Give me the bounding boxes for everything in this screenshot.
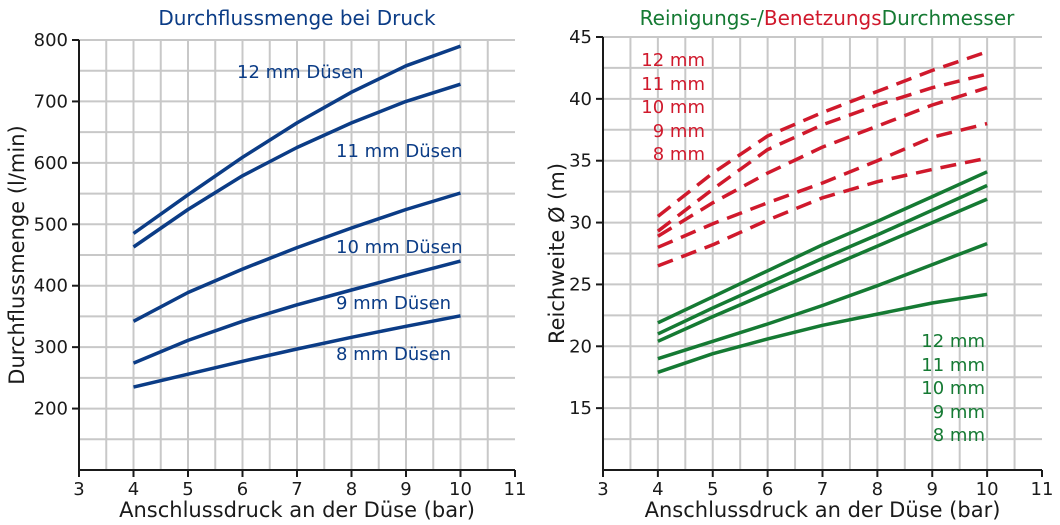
y-tick-label: 15: [569, 398, 592, 419]
curve-label: 9 mm: [933, 402, 985, 423]
curve-label: 12 mm: [921, 331, 985, 352]
series-line-reinigungs-12-mm: [657, 170, 988, 325]
chart-1: 3 4 5 6 7 8 9 10 11 200 300 400 500 600 700 800 Anschlus…: [5, 6, 526, 522]
chart-title-part: Reinigungs-/: [640, 6, 764, 30]
curve-label: 11 mm Düsen: [336, 141, 463, 162]
curve-label: 8 mm Düsen: [336, 344, 451, 365]
x-tick-label: 11: [504, 479, 527, 500]
x-tick-label: 4: [128, 479, 139, 500]
series-line-8-mm-düsen: [133, 314, 461, 389]
y-tick-label: 25: [569, 274, 592, 295]
chart-title: Reinigungs-/BenetzungsDurchmesser: [640, 6, 1015, 30]
x-tick-label: 9: [927, 479, 938, 500]
x-axis-label: Anschlussdruck an der Düse (bar): [645, 498, 1001, 522]
grid: [79, 39, 515, 470]
x-tick-label: 7: [291, 479, 302, 500]
x-tick-label: 3: [73, 479, 84, 500]
x-tick-label: 10: [449, 479, 472, 500]
y-tick-label: 35: [569, 151, 592, 172]
curve-label: 8 mm: [653, 144, 705, 165]
chart-2: 3 4 5 6 7 8 9 10 1115202530354045Anschlussdruck …: [545, 6, 1053, 522]
x-tick-label: 7: [817, 479, 828, 500]
curve-label: 11 mm: [921, 355, 985, 376]
series-line-benetzungs-10-mm: [656, 86, 988, 238]
series-line-benetzungs-12-mm: [656, 50, 988, 218]
x-tick-label: 6: [762, 479, 773, 500]
y-tick-label: 700: [34, 91, 68, 112]
curve-label: 10 mm: [921, 378, 985, 399]
curve-label: 12 mm Düsen: [237, 62, 364, 83]
x-tick-label: 8: [872, 479, 883, 500]
curve-label: 12 mm: [641, 50, 705, 71]
y-axis-label: Durchflussmenge (l/min): [5, 125, 29, 384]
x-tick-label: 9: [400, 479, 411, 500]
series-line-reinigungs-8-mm: [657, 292, 988, 374]
series-line-10-mm-düsen: [132, 191, 462, 323]
series-line-9-mm-düsen: [132, 259, 461, 365]
x-tick-label: 3: [597, 479, 608, 500]
x-tick-label: 4: [652, 479, 663, 500]
y-tick-label: 45: [569, 27, 592, 48]
x-tick-label: 8: [346, 479, 357, 500]
series-line-benetzungs-11-mm: [656, 72, 988, 233]
x-tick-label: 11: [1031, 479, 1054, 500]
series-line-reinigungs-10-mm: [657, 197, 988, 343]
y-tick-label: 300: [34, 337, 68, 358]
curve-label: 10 mm Düsen: [336, 237, 463, 258]
y-tick-label: 400: [34, 276, 68, 297]
y-tick-label: 40: [569, 89, 592, 110]
chart-title: Durchflussmenge bei Druck: [158, 6, 436, 30]
x-tick-label: 6: [237, 479, 248, 500]
y-tick-label: 800: [34, 30, 68, 51]
series-line-12-mm-düsen: [132, 44, 462, 235]
y-tick-label: 500: [34, 214, 68, 235]
chart-title-part: Benetzungs: [764, 6, 882, 30]
y-tick-label: 600: [34, 153, 68, 174]
series-line-benetzungs-8-mm: [657, 156, 988, 268]
curve-label: 8 mm: [933, 425, 985, 446]
x-tick-label: 5: [182, 479, 193, 500]
series-line-reinigungs-11-mm: [657, 183, 988, 336]
y-tick-label: 20: [569, 336, 592, 357]
chart-title-part: Durchmesser: [882, 6, 1015, 30]
x-tick-label: 10: [976, 479, 999, 500]
y-tick-label: 30: [569, 213, 592, 234]
series-line-reinigungs-9-mm: [657, 241, 988, 361]
x-axis-label: Anschlussdruck an der Düse (bar): [119, 498, 475, 522]
curve-label: 11 mm: [641, 74, 705, 95]
curve-label: 9 mm Düsen: [336, 293, 451, 314]
curve-label: 10 mm: [641, 97, 705, 118]
curve-label: 9 mm: [653, 121, 705, 142]
series-line-benetzungs-9-mm: [657, 121, 988, 249]
y-tick-label: 200: [34, 399, 68, 420]
x-tick-label: 5: [707, 479, 718, 500]
series-line-11-mm-düsen: [132, 82, 462, 249]
y-axis-label: Reichweite Ø (m): [545, 163, 569, 344]
